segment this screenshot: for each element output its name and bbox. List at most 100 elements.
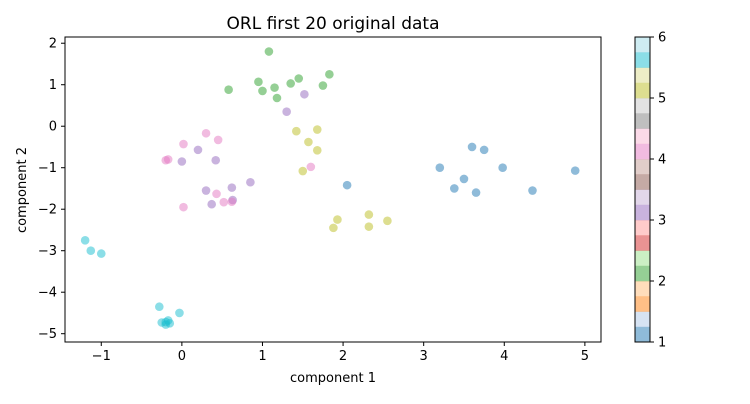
scatter-point xyxy=(471,188,481,197)
scatter-point xyxy=(179,139,188,149)
colorbar-frame xyxy=(634,36,651,343)
scatter-point xyxy=(211,155,221,165)
y-tick-label: −1 xyxy=(38,161,57,176)
scatter-point xyxy=(294,74,304,83)
colorbar-segment xyxy=(635,37,650,53)
scatter-point xyxy=(246,177,255,187)
scatter-point xyxy=(333,215,342,224)
colorbar xyxy=(634,36,651,343)
y-tick-label: −3 xyxy=(38,244,57,259)
scatter-point xyxy=(86,246,96,256)
scatter-point xyxy=(304,137,313,147)
scatter-point xyxy=(318,81,328,90)
scatter-point xyxy=(272,93,282,103)
colorbar-segment xyxy=(635,326,650,343)
scatter-point xyxy=(80,236,90,245)
scatter-point xyxy=(300,89,309,99)
scatter-point xyxy=(254,77,263,87)
scatter-point xyxy=(179,202,188,212)
scatter-point xyxy=(212,189,221,199)
scatter-point xyxy=(570,166,580,175)
y-axis-ticks: 2 1 0 −1 −2 −3 −4 −5 xyxy=(38,37,65,342)
chart-title: ORL first 20 original data xyxy=(227,14,440,34)
scatter-point xyxy=(479,145,489,155)
scatter-point xyxy=(224,85,233,94)
scatter-point xyxy=(435,163,445,173)
scatter-point xyxy=(312,145,322,155)
x-tick-label: 1 xyxy=(258,349,266,364)
colorbar-ticks: 1 2 3 4 5 6 xyxy=(650,31,666,351)
colorbar-tick-label: 3 xyxy=(658,214,666,229)
colorbar-segment xyxy=(635,220,650,236)
scatter-point xyxy=(193,145,203,155)
scatter-point xyxy=(177,157,187,166)
scatter-point xyxy=(342,180,352,190)
y-axis-label: component 2 xyxy=(15,147,30,233)
x-tick-label: −1 xyxy=(92,349,111,364)
scatter-point xyxy=(364,222,374,231)
scatter-point xyxy=(213,135,223,145)
scatter-point xyxy=(498,163,507,173)
scatter-point xyxy=(96,249,106,258)
colorbar-tick-label: 6 xyxy=(658,31,666,46)
scatter-point xyxy=(201,128,211,138)
colorbar-segment xyxy=(635,296,650,312)
colorbar-segment xyxy=(635,311,650,328)
colorbar-segment xyxy=(635,82,650,99)
colorbar-tick-label: 1 xyxy=(658,336,666,351)
scatter-point xyxy=(459,174,469,184)
y-tick-label: 2 xyxy=(49,37,57,52)
scatter-point xyxy=(175,308,184,318)
scatter-point xyxy=(282,107,291,116)
scatter-point xyxy=(298,166,308,176)
y-tick-label: 0 xyxy=(49,120,57,135)
scatter-points xyxy=(80,47,580,329)
scatter-point xyxy=(155,302,164,312)
y-tick-label: −2 xyxy=(38,203,57,218)
x-tick-label: 4 xyxy=(500,349,508,364)
scatter-point xyxy=(161,317,171,327)
scatter-point xyxy=(364,210,374,219)
colorbar-segment xyxy=(635,189,650,206)
scatter-point xyxy=(227,183,237,192)
scatter-point xyxy=(207,199,216,209)
colorbar-segment xyxy=(635,235,650,251)
scatter-point xyxy=(201,186,211,195)
scatter-point xyxy=(450,184,459,193)
x-axis-ticks: −1 0 1 2 3 4 5 xyxy=(92,342,589,364)
x-tick-label: 5 xyxy=(581,349,589,364)
y-tick-label: 1 xyxy=(49,78,57,93)
colorbar-segment xyxy=(635,159,650,175)
colorbar-segment xyxy=(635,281,650,297)
colorbar-segment xyxy=(635,52,650,68)
colorbar-tick-label: 4 xyxy=(658,153,666,168)
colorbar-tick-label: 2 xyxy=(658,275,666,290)
colorbar-segment xyxy=(635,67,650,84)
x-tick-label: 0 xyxy=(178,349,186,364)
x-tick-label: 2 xyxy=(339,349,347,364)
scatter-point xyxy=(306,162,316,172)
y-tick-label: −4 xyxy=(38,286,57,301)
scatter-point xyxy=(227,197,237,207)
scatter-point xyxy=(528,186,537,195)
scatter-point xyxy=(383,216,392,226)
colorbar-segment xyxy=(635,98,650,114)
colorbar-segment xyxy=(635,174,650,190)
x-tick-label: 3 xyxy=(420,349,428,364)
scatter-point xyxy=(219,197,229,207)
colorbar-segment xyxy=(635,143,650,160)
colorbar-segment xyxy=(635,113,650,129)
scatter-point xyxy=(286,79,295,88)
plot-area xyxy=(64,36,602,343)
colorbar-segment xyxy=(635,204,650,221)
scatter-point xyxy=(292,126,301,136)
colorbar-segment xyxy=(635,265,650,282)
scatter-point xyxy=(163,155,173,164)
scatter-point xyxy=(325,70,334,79)
scatter-point xyxy=(312,125,322,134)
colorbar-segment xyxy=(635,250,650,267)
x-axis-label: component 1 xyxy=(290,371,376,386)
colorbar-tick-label: 5 xyxy=(658,92,666,107)
